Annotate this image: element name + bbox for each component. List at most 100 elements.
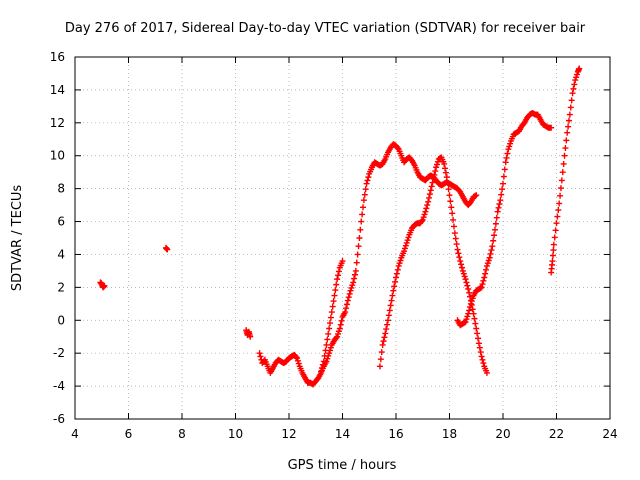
- data-point: [482, 270, 489, 277]
- data-point: [430, 175, 437, 182]
- data-point: [552, 227, 559, 234]
- data-point: [558, 177, 565, 184]
- data-point: [377, 356, 384, 363]
- data-point: [360, 204, 367, 211]
- data-point: [458, 261, 465, 268]
- series-s3: [243, 327, 254, 340]
- data-point: [320, 358, 327, 365]
- data-point: [425, 194, 432, 201]
- x-tick-label: 4: [71, 427, 79, 441]
- data-point: [429, 179, 436, 186]
- data-point: [380, 338, 387, 345]
- x-tick-label: 6: [125, 427, 133, 441]
- y-tick-label: 16: [50, 50, 65, 64]
- data-point: [491, 226, 498, 233]
- data-point: [506, 143, 513, 150]
- data-point: [548, 124, 555, 131]
- data-point: [454, 246, 461, 253]
- data-point: [477, 349, 484, 356]
- data-point: [465, 286, 472, 293]
- data-point: [420, 214, 427, 221]
- y-tick-label: 0: [57, 313, 65, 327]
- data-point: [492, 220, 499, 227]
- data-point: [328, 309, 335, 316]
- data-point: [475, 335, 482, 342]
- x-tick-label: 18: [442, 427, 457, 441]
- data-point: [560, 160, 567, 167]
- data-point: [394, 266, 401, 273]
- data-point: [566, 111, 573, 118]
- series-s6: [376, 154, 490, 376]
- data-point: [379, 341, 386, 348]
- data-point: [326, 325, 333, 332]
- x-tick-label: 10: [228, 427, 243, 441]
- data-point: [445, 186, 452, 193]
- data-point: [331, 292, 338, 299]
- data-point: [345, 294, 352, 301]
- data-point: [450, 223, 457, 230]
- data-point: [355, 243, 362, 250]
- data-point: [339, 258, 346, 265]
- data-point: [418, 217, 425, 224]
- y-axis-label: SDTVAR / TECUs: [10, 185, 25, 292]
- data-point: [327, 344, 334, 351]
- data-point: [365, 174, 372, 181]
- data-point: [387, 302, 394, 309]
- data-point: [504, 150, 511, 157]
- data-point: [549, 252, 556, 259]
- data-point: [343, 305, 350, 312]
- data-point: [456, 254, 463, 261]
- data-point: [507, 140, 514, 147]
- y-tick-label: -4: [53, 379, 65, 393]
- data-point: [346, 290, 353, 297]
- data-point: [479, 356, 486, 363]
- data-point: [442, 165, 449, 172]
- data-point: [333, 281, 340, 288]
- data-point: [431, 171, 438, 178]
- data-point: [564, 129, 571, 136]
- data-point: [352, 267, 359, 274]
- data-point: [488, 247, 495, 254]
- data-point: [384, 321, 391, 328]
- data-point: [573, 74, 580, 81]
- data-point: [576, 65, 583, 72]
- data-point: [432, 168, 439, 175]
- y-tick-label: -6: [53, 412, 65, 426]
- data-point: [496, 200, 503, 207]
- data-point: [472, 320, 479, 327]
- data-point: [471, 315, 478, 322]
- data-point: [329, 303, 336, 310]
- data-point: [549, 258, 556, 265]
- data-point: [336, 325, 343, 332]
- data-point: [484, 260, 491, 267]
- data-point: [422, 208, 429, 215]
- data-point: [451, 230, 458, 237]
- data-point: [383, 326, 390, 333]
- data-point: [569, 90, 576, 97]
- data-point: [494, 208, 501, 215]
- data-point: [351, 271, 358, 278]
- y-tick-label: 2: [57, 280, 65, 294]
- data-point: [403, 239, 410, 246]
- data-point: [347, 287, 354, 294]
- data-point: [393, 270, 400, 277]
- data-point: [572, 77, 579, 84]
- chart-title: Day 276 of 2017, Sidereal Day-to-day VTE…: [65, 21, 586, 36]
- data-point: [455, 250, 462, 257]
- data-point: [389, 292, 396, 299]
- data-point: [493, 214, 500, 221]
- data-point: [489, 243, 496, 250]
- data-point: [570, 85, 577, 92]
- x-tick-label: 20: [495, 427, 510, 441]
- data-point: [360, 197, 367, 204]
- data-point: [450, 216, 457, 223]
- data-point: [362, 186, 369, 193]
- data-point: [384, 317, 391, 324]
- x-axis-label: GPS time / hours: [288, 458, 397, 473]
- data-point: [495, 204, 502, 211]
- y-tick-label: 6: [57, 215, 65, 229]
- data-point: [480, 277, 487, 284]
- data-point: [294, 355, 301, 362]
- data-point: [344, 297, 351, 304]
- data-point: [491, 232, 498, 239]
